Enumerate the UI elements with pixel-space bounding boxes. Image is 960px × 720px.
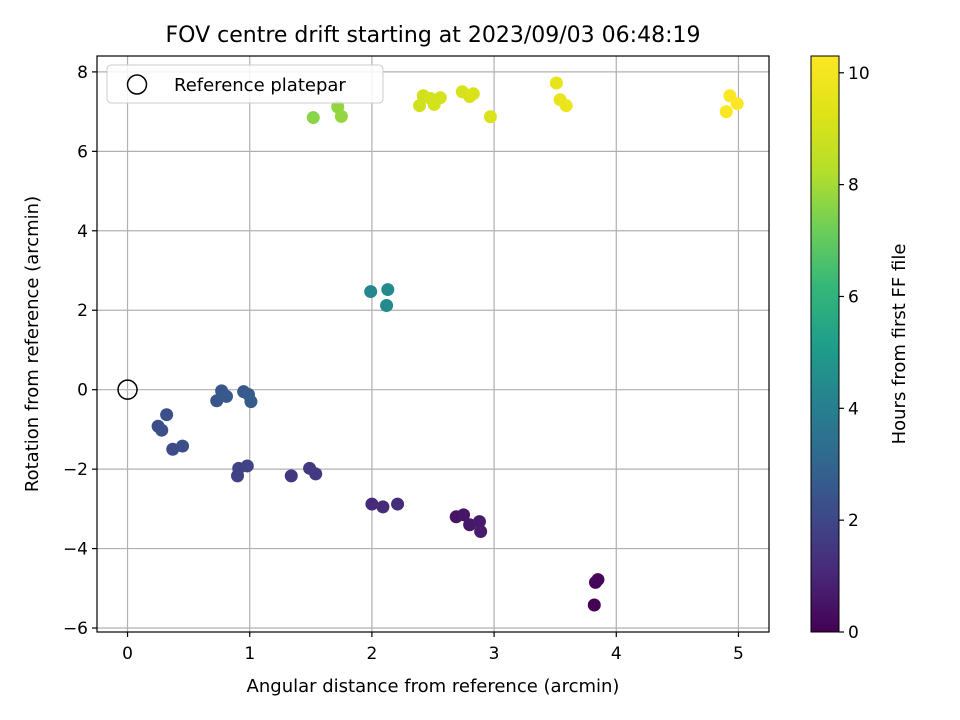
data-point <box>413 99 427 113</box>
data-point <box>176 439 190 453</box>
data-point <box>155 423 169 437</box>
x-tick-label: 3 <box>489 644 500 664</box>
reference-platepar-marker <box>117 379 138 400</box>
y-tick-label: 0 <box>77 381 88 401</box>
y-tick-label: −4 <box>63 540 88 560</box>
y-tick-label: 2 <box>77 301 88 321</box>
legend-marker-reference <box>126 74 148 95</box>
legend: Reference platepar <box>106 64 384 104</box>
x-tick-label: 1 <box>244 644 255 664</box>
data-point <box>472 515 486 529</box>
chart-title: FOV centre drift starting at 2023/09/03 … <box>166 23 701 48</box>
y-axis-label: Rotation from reference (arcmin) <box>22 196 43 492</box>
colorbar-tick-label: 0 <box>848 623 859 643</box>
data-point <box>433 91 447 105</box>
data-point <box>160 408 174 422</box>
data-point <box>391 497 405 511</box>
data-point <box>559 99 573 113</box>
data-point <box>166 442 180 456</box>
data-point <box>220 389 234 403</box>
data-point <box>380 298 394 312</box>
data-point <box>334 109 348 123</box>
data-point <box>381 283 395 297</box>
data-point <box>719 105 733 119</box>
legend-entry-reference: Reference platepar <box>174 75 346 96</box>
data-point <box>591 573 605 587</box>
data-point <box>457 508 471 522</box>
x-tick-label: 4 <box>611 644 622 664</box>
data-point <box>364 285 378 299</box>
data-point <box>587 598 601 612</box>
data-point <box>240 459 254 473</box>
data-point <box>309 467 323 481</box>
data-point <box>466 87 480 101</box>
x-tick-label: 5 <box>733 644 744 664</box>
colorbar-tick-label: 6 <box>848 287 859 307</box>
x-axis-label: Angular distance from reference (arcmin) <box>247 676 620 697</box>
y-axis-ticks: −6 −4 −2 0 2 4 6 8 <box>63 63 97 639</box>
y-tick-label: 6 <box>77 142 88 162</box>
data-point <box>463 518 477 532</box>
data-point <box>483 110 497 124</box>
reference-point-group <box>117 379 138 400</box>
x-tick-label: 2 <box>366 644 377 664</box>
plot-frame <box>96 55 770 633</box>
y-tick-label: −6 <box>63 619 88 639</box>
colorbar-ticks: 0 2 4 6 8 10 <box>839 64 870 643</box>
x-axis-ticks: 0 1 2 3 4 5 <box>122 632 744 664</box>
data-point <box>210 394 224 408</box>
y-tick-label: −2 <box>63 460 88 480</box>
colorbar-tick-label: 10 <box>848 64 870 84</box>
colorbar-gradient <box>810 55 840 633</box>
colorbar-label: Hours from first FF file <box>889 244 910 445</box>
data-point <box>244 395 258 409</box>
data-point <box>365 497 379 511</box>
grid <box>97 56 769 632</box>
data-point <box>306 111 320 125</box>
data-point <box>376 500 390 514</box>
colorbar-tick-label: 4 <box>848 399 859 419</box>
x-tick-label: 0 <box>122 644 133 664</box>
colorbar-tick-label: 8 <box>848 176 859 196</box>
colorbar-tick-label: 2 <box>848 511 859 531</box>
colorbar: 0 2 4 6 8 10 Hours from first FF file <box>810 55 910 643</box>
data-point <box>730 97 744 111</box>
data-point <box>474 524 488 538</box>
data-point <box>549 76 563 90</box>
y-tick-label: 4 <box>77 222 88 242</box>
data-point <box>284 469 298 483</box>
y-tick-label: 8 <box>77 63 88 83</box>
data-points <box>151 76 744 612</box>
legend-box <box>106 64 384 104</box>
